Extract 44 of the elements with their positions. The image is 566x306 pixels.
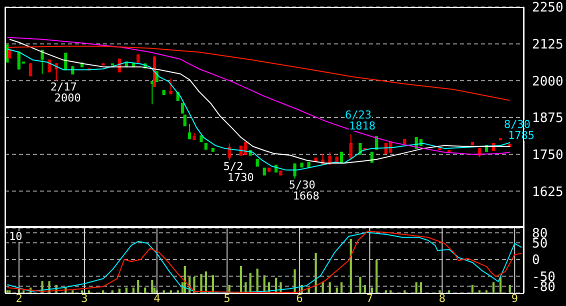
- annotation: 2/17 2000: [50, 80, 81, 105]
- bar: [240, 266, 242, 293]
- y-tick-label: 1750: [532, 148, 564, 163]
- bar: [415, 282, 418, 293]
- y-tick-label: 0: [532, 253, 540, 268]
- candlestick: [239, 144, 243, 156]
- bar: [359, 276, 362, 293]
- candlestick: [349, 134, 352, 160]
- annotation: 6/23 1818: [345, 108, 376, 132]
- x-tick-label: 4: [154, 292, 161, 305]
- bar: [200, 274, 202, 293]
- candlestick: [370, 152, 374, 163]
- candlestick: [328, 152, 332, 165]
- bar: [193, 276, 196, 293]
- candlestick: [293, 162, 296, 179]
- candlestick: [384, 142, 388, 154]
- y-tick-label: 2000: [532, 74, 564, 90]
- candlestick: [188, 123, 192, 140]
- candlestick: [228, 142, 231, 161]
- x-tick-label: 5: [224, 292, 230, 305]
- x-tick-label: 6: [296, 292, 303, 305]
- bar: [144, 288, 146, 293]
- annotation: 10: [8, 230, 24, 243]
- bar: [492, 282, 495, 293]
- candlestick: [118, 58, 121, 72]
- annotation: 5/2 1730: [223, 160, 254, 184]
- y-tick-label: 1875: [532, 111, 564, 126]
- x-tick-label: 8: [438, 292, 446, 305]
- annotation: 5/30 1668: [288, 178, 320, 202]
- x-tick-label: 7: [366, 292, 374, 305]
- y-tick-label: 2250: [532, 0, 564, 16]
- candlestick: [169, 78, 172, 96]
- bar: [438, 290, 441, 293]
- x-tick-label: 2: [16, 292, 22, 305]
- y-tick-label: 1625: [532, 184, 564, 200]
- bar: [137, 280, 140, 293]
- y-tick-label: 2125: [532, 37, 564, 52]
- x-tick-label: 3: [81, 292, 88, 305]
- x-tick-label: 9: [511, 292, 518, 305]
- bar: [471, 284, 474, 293]
- candlestick: [321, 154, 324, 165]
- bar: [294, 269, 296, 293]
- bar: [151, 280, 154, 293]
- bar: [376, 260, 378, 293]
